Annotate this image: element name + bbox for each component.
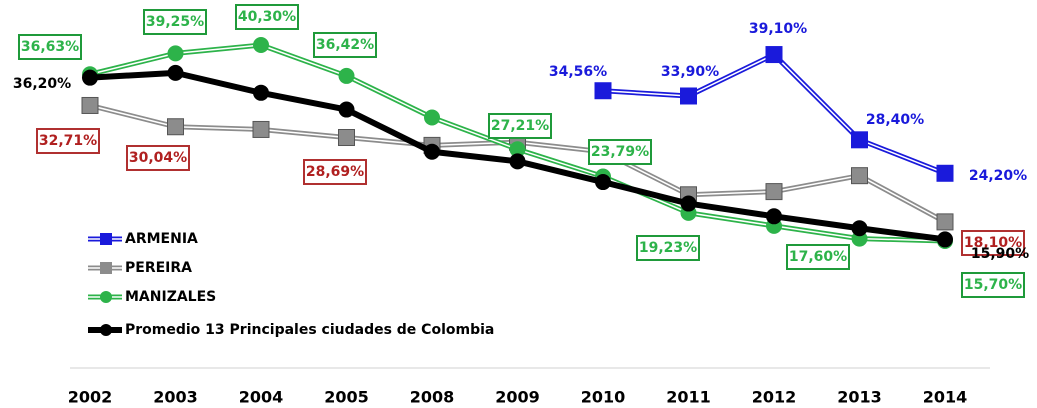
x-tick-label: 2010 bbox=[581, 388, 626, 407]
marker bbox=[424, 109, 440, 126]
value-label: 15,90% bbox=[971, 246, 1029, 262]
x-tick-label: 2014 bbox=[923, 388, 968, 407]
value-label: 18,10% bbox=[964, 235, 1022, 251]
value-label: 30,04% bbox=[129, 150, 187, 166]
marker bbox=[851, 167, 868, 185]
x-tick-label: 2005 bbox=[324, 388, 369, 407]
x-tick-label: 2011 bbox=[666, 388, 711, 407]
label-box bbox=[18, 34, 82, 60]
label-box bbox=[36, 128, 100, 154]
legend-marker bbox=[100, 291, 112, 303]
x-tick-label: 2008 bbox=[410, 388, 455, 407]
marker bbox=[81, 96, 99, 114]
legend-label: MANIZALES bbox=[125, 289, 216, 305]
marker bbox=[253, 84, 269, 101]
label-box bbox=[143, 9, 207, 35]
x-tick-label: 2013 bbox=[837, 388, 882, 407]
x-tick-label: 2003 bbox=[153, 388, 198, 407]
legend-label: Promedio 13 Principales ciudades de Colo… bbox=[125, 322, 494, 338]
marker bbox=[509, 153, 526, 170]
marker bbox=[680, 87, 697, 105]
label-box bbox=[636, 235, 700, 261]
marker bbox=[338, 101, 355, 118]
legend-label: PEREIRA bbox=[125, 260, 192, 276]
label-box bbox=[235, 4, 299, 30]
legend-marker bbox=[100, 324, 112, 336]
marker bbox=[253, 37, 269, 53]
x-tick-label: 2009 bbox=[495, 388, 540, 407]
value-label: 39,10% bbox=[749, 21, 807, 37]
x-tick-label: 2002 bbox=[68, 388, 113, 407]
legend-label: ARMENIA bbox=[125, 231, 198, 247]
value-label: 24,20% bbox=[969, 168, 1027, 184]
marker bbox=[851, 131, 868, 149]
marker bbox=[851, 220, 868, 237]
value-label: 27,21% bbox=[491, 118, 549, 134]
marker bbox=[936, 213, 954, 231]
value-label: 28,69% bbox=[306, 164, 364, 180]
label-box bbox=[303, 159, 367, 185]
value-label: 34,56% bbox=[549, 64, 607, 80]
marker bbox=[595, 174, 611, 191]
marker bbox=[937, 231, 953, 248]
marker bbox=[338, 129, 355, 147]
marker bbox=[167, 118, 184, 136]
x-tick-label: 2012 bbox=[752, 388, 797, 407]
label-box bbox=[961, 230, 1025, 256]
value-label: 17,60% bbox=[789, 249, 847, 265]
marker bbox=[936, 164, 954, 182]
label-box bbox=[126, 145, 190, 171]
marker bbox=[680, 195, 697, 212]
value-label: 28,40% bbox=[866, 112, 924, 128]
value-label: 33,90% bbox=[661, 64, 719, 80]
label-box bbox=[588, 139, 652, 165]
legend-marker bbox=[100, 233, 112, 245]
label-box bbox=[488, 113, 552, 139]
label-box bbox=[961, 272, 1025, 298]
value-label: 36,20% bbox=[13, 76, 71, 92]
value-label: 19,23% bbox=[639, 240, 697, 256]
label-box bbox=[313, 32, 377, 58]
value-label: 32,71% bbox=[39, 133, 97, 149]
marker bbox=[424, 143, 440, 160]
label-box bbox=[786, 244, 850, 270]
marker bbox=[82, 69, 98, 86]
marker bbox=[167, 45, 184, 62]
value-label: 36,63% bbox=[21, 39, 79, 55]
marker bbox=[765, 46, 783, 64]
marker bbox=[766, 208, 782, 225]
marker bbox=[509, 141, 526, 158]
marker bbox=[252, 120, 270, 138]
value-label: 40,30% bbox=[238, 9, 296, 25]
marker bbox=[167, 64, 184, 81]
value-label: 39,25% bbox=[146, 14, 204, 30]
marker bbox=[765, 183, 783, 201]
legend-marker bbox=[100, 262, 112, 274]
x-tick-label: 2004 bbox=[239, 388, 284, 407]
value-label: 36,42% bbox=[316, 37, 374, 53]
marker bbox=[594, 82, 612, 100]
marker bbox=[338, 67, 355, 84]
value-label: 23,79% bbox=[591, 144, 649, 160]
value-label: 15,70% bbox=[964, 277, 1022, 293]
